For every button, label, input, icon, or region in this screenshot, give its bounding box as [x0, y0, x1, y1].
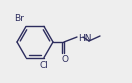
Text: O: O [61, 55, 68, 64]
Text: Br: Br [14, 14, 24, 23]
Text: HN: HN [78, 34, 91, 42]
Text: Cl: Cl [40, 61, 48, 70]
